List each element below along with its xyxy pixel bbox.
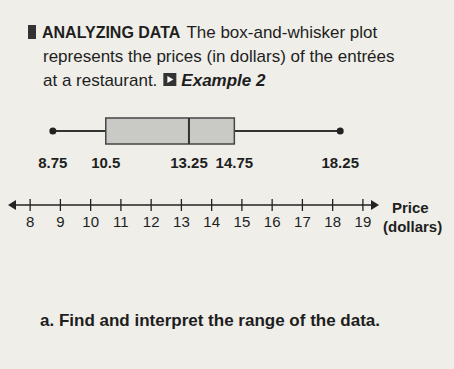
example-icon-arrow <box>167 76 173 83</box>
box-plot <box>49 118 343 144</box>
x-tick <box>271 199 272 211</box>
axis-arrow-right <box>371 200 379 210</box>
value-label: 14.75 <box>216 154 254 171</box>
x-tick-label: 8 <box>26 213 34 230</box>
x-tick-label: 14 <box>203 213 220 230</box>
x-tick <box>362 199 363 211</box>
x-tick-label: 11 <box>113 213 129 230</box>
x-tick <box>302 199 303 211</box>
x-tick <box>332 199 333 211</box>
x-tick-label: 10 <box>82 213 99 230</box>
x-tick <box>90 199 91 211</box>
x-label: (dollars) <box>383 218 442 235</box>
x-label: Price <box>392 199 429 216</box>
x-tick-label: 16 <box>264 213 281 230</box>
value-label: 13.25 <box>170 154 208 171</box>
bullet <box>28 25 36 39</box>
axis-arrow-left <box>8 200 16 210</box>
x-tick-label: 13 <box>173 213 190 230</box>
x-tick-label: 9 <box>56 213 64 230</box>
x-tick <box>120 199 121 211</box>
x-tick-label: 12 <box>143 213 160 230</box>
background <box>0 0 454 369</box>
text-line: represents the prices (in dollars) of th… <box>43 47 395 66</box>
x-tick-label: 19 <box>355 213 372 230</box>
max-dot <box>337 128 344 135</box>
question: a. Find and interpret the range of the d… <box>40 311 380 330</box>
x-tick-label: 15 <box>234 213 251 230</box>
example-ref: Example 2 <box>181 71 266 90</box>
heading: ANALYZING DATA <box>42 24 181 41</box>
x-tick <box>211 199 212 211</box>
x-tick <box>60 199 61 211</box>
x-tick <box>29 199 30 211</box>
x-tick <box>181 199 182 211</box>
text-line: at a restaurant. <box>43 71 157 90</box>
value-label: 18.25 <box>321 154 359 171</box>
x-axis <box>12 204 375 206</box>
median-line <box>188 118 190 144</box>
example-icon <box>163 73 176 86</box>
box <box>106 118 235 144</box>
whisker-left <box>53 130 106 132</box>
text-line: The box-and-whisker plot <box>186 23 377 42</box>
value-label: 8.75 <box>38 154 67 171</box>
x-tick <box>241 199 242 211</box>
value-label: 10.5 <box>91 154 120 171</box>
whisker-right <box>234 130 340 132</box>
x-tick-label: 17 <box>294 213 311 230</box>
x-tick-label: 18 <box>324 213 341 230</box>
x-tick <box>150 199 151 211</box>
min-dot <box>49 128 56 135</box>
